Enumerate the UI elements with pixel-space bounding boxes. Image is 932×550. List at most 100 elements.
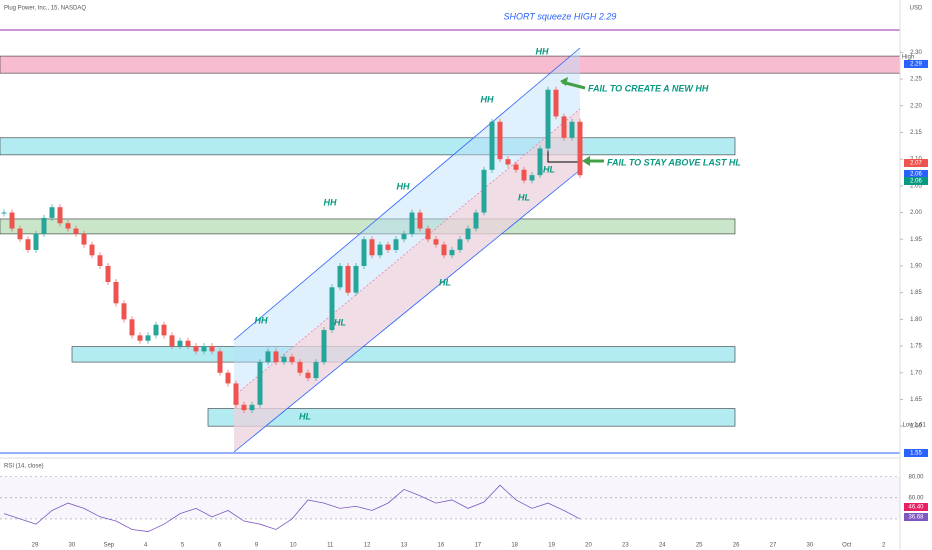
candle bbox=[345, 265, 351, 293]
annotation: HH bbox=[324, 197, 337, 207]
x-tick-label: 29 bbox=[32, 543, 39, 549]
candle bbox=[41, 217, 47, 234]
candle bbox=[561, 116, 567, 138]
candle bbox=[209, 346, 215, 352]
price-tag: Low bbox=[902, 423, 914, 429]
candle bbox=[265, 351, 271, 363]
price-tag-bg bbox=[904, 159, 928, 167]
candle bbox=[497, 121, 503, 160]
x-tick-label: 12 bbox=[364, 543, 371, 549]
candle bbox=[161, 324, 167, 336]
y-tick-label: 2.25 bbox=[910, 77, 922, 83]
annotation: HL bbox=[543, 164, 555, 174]
channel-bottom bbox=[234, 109, 580, 452]
arrow-head bbox=[582, 156, 590, 166]
y-tick-label: 2.30 bbox=[910, 50, 922, 56]
candle bbox=[489, 121, 495, 170]
x-tick-label: 6 bbox=[218, 543, 222, 549]
candle bbox=[473, 212, 479, 229]
x-tick-label: 20 bbox=[585, 543, 592, 549]
candle bbox=[409, 212, 415, 234]
candle bbox=[425, 228, 431, 240]
zone bbox=[0, 55, 901, 74]
y-tick-label: 2.05 bbox=[910, 183, 922, 189]
candle bbox=[1, 212, 7, 214]
zone bbox=[207, 408, 736, 427]
x-tick-label: 30 bbox=[69, 543, 76, 549]
channel-line bbox=[233, 169, 581, 453]
candle bbox=[369, 239, 375, 256]
y-tick-label: 2.15 bbox=[910, 130, 922, 136]
y-tick-label: 1.75 bbox=[910, 344, 922, 350]
candle bbox=[185, 340, 191, 347]
x-tick-label: 25 bbox=[696, 543, 703, 549]
candle bbox=[401, 233, 407, 240]
rsi-band bbox=[0, 476, 900, 519]
candle bbox=[17, 228, 23, 240]
annotation: HH bbox=[481, 94, 494, 104]
x-tick-label: 27 bbox=[770, 543, 777, 549]
channel-line bbox=[233, 47, 581, 341]
x-tick-label: Oct bbox=[842, 543, 852, 549]
candle bbox=[49, 207, 55, 218]
zone bbox=[71, 346, 736, 363]
candle bbox=[257, 362, 263, 405]
candle bbox=[297, 362, 303, 373]
x-tick-label: Sep bbox=[103, 543, 114, 549]
rsi-tag: 46.40 bbox=[908, 505, 924, 511]
candle bbox=[337, 265, 343, 288]
price-tag: 1.61 bbox=[914, 423, 926, 429]
x-tick-label: 9 bbox=[255, 543, 259, 549]
x-tick-label: 18 bbox=[511, 543, 518, 549]
y-tick-label: 1.65 bbox=[910, 397, 922, 403]
price-tag: 2.06 bbox=[910, 172, 922, 178]
annotation: HH bbox=[255, 315, 268, 325]
candle bbox=[529, 175, 535, 181]
rsi-tag: 36.68 bbox=[908, 515, 924, 521]
price-tag-bg bbox=[904, 170, 928, 178]
candle bbox=[457, 239, 463, 250]
arrow-head bbox=[560, 77, 568, 86]
candle bbox=[113, 281, 119, 304]
candle bbox=[449, 249, 455, 256]
candle bbox=[273, 351, 279, 363]
candle bbox=[137, 335, 143, 341]
candle bbox=[89, 244, 95, 256]
x-tick-label: 17 bbox=[474, 543, 481, 549]
candle bbox=[505, 159, 511, 165]
candle bbox=[201, 346, 207, 352]
y-tick-label: 80.00 bbox=[908, 474, 924, 480]
candle bbox=[81, 233, 87, 245]
rsi-tag-bg bbox=[904, 503, 928, 511]
candle bbox=[193, 346, 199, 352]
x-tick-label: 23 bbox=[622, 543, 629, 549]
y-tick-label: 2.00 bbox=[910, 210, 922, 216]
candle bbox=[433, 239, 439, 245]
y-tick-label: 1.60 bbox=[910, 424, 922, 430]
price-tag: 2.07 bbox=[910, 161, 922, 167]
candle bbox=[465, 228, 471, 240]
candle bbox=[329, 287, 335, 331]
candle bbox=[121, 303, 127, 320]
x-tick-label: 16 bbox=[438, 543, 445, 549]
x-tick-label: 4 bbox=[144, 543, 148, 549]
candle bbox=[361, 239, 367, 266]
zone bbox=[0, 137, 736, 156]
candle bbox=[553, 89, 559, 117]
price-tag-bg bbox=[904, 449, 928, 457]
candle bbox=[289, 356, 295, 363]
y-tick-label: 60.00 bbox=[908, 495, 924, 501]
candle bbox=[281, 356, 287, 363]
candle bbox=[169, 335, 175, 347]
annotation: HL bbox=[439, 277, 451, 287]
price-tag: High bbox=[902, 55, 914, 61]
x-tick-label: 2 bbox=[882, 543, 886, 549]
candle bbox=[537, 148, 543, 176]
currency: USD bbox=[910, 6, 923, 12]
hl-marker bbox=[547, 150, 578, 163]
price-tag: 2.29 bbox=[910, 62, 922, 68]
annotation: FAIL TO CREATE A NEW HH bbox=[588, 83, 709, 93]
candle bbox=[25, 239, 31, 250]
x-tick-label: 13 bbox=[401, 543, 408, 549]
